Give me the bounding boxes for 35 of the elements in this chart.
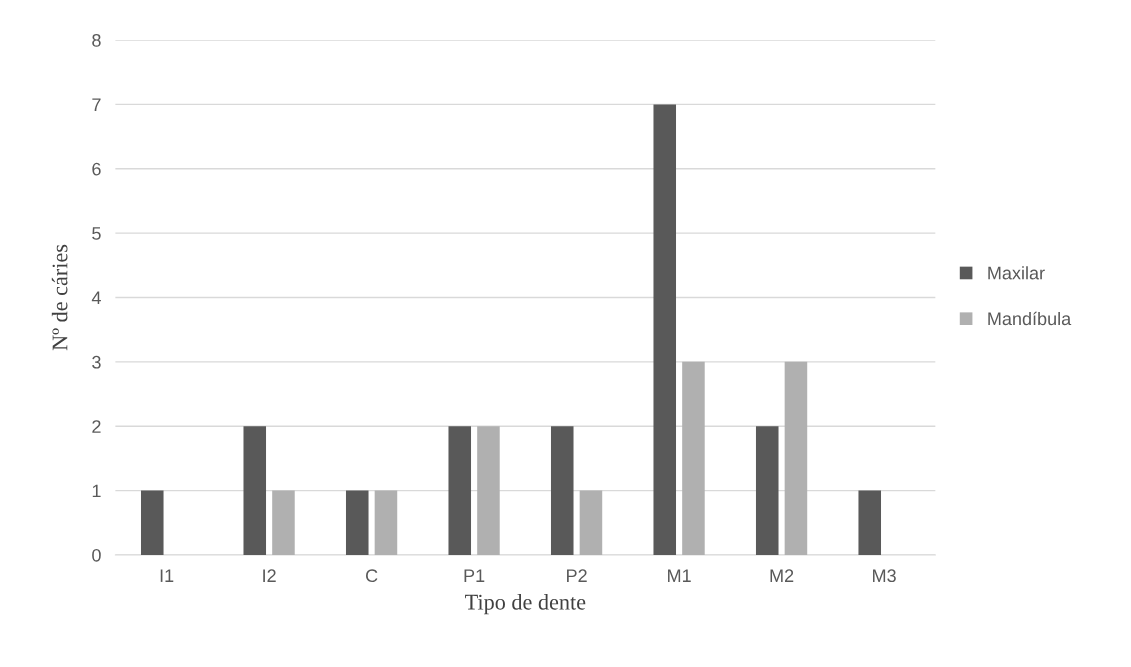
x-tick-label: I1 xyxy=(160,569,174,582)
x-tick-label: M2 xyxy=(770,569,794,582)
bar xyxy=(477,426,500,555)
bar xyxy=(579,490,603,555)
bar xyxy=(374,490,398,555)
bar xyxy=(755,426,779,555)
y-tick-label: 3 xyxy=(92,355,101,369)
bar xyxy=(448,426,472,555)
bar xyxy=(682,361,705,555)
y-tick-label: 4 xyxy=(91,291,101,305)
x-tick-label: P2 xyxy=(567,569,587,582)
y-axis-title: Nº de cáries xyxy=(51,244,68,351)
y-tick-label: 6 xyxy=(92,162,101,176)
bar xyxy=(653,104,677,555)
x-tick-label: M1 xyxy=(668,569,691,582)
legend-label: Maxilar xyxy=(988,266,1045,280)
bar xyxy=(272,490,295,555)
x-tick-label: M3 xyxy=(873,569,896,583)
bar xyxy=(345,490,369,555)
y-tick-label: 5 xyxy=(92,227,101,240)
y-tick-label: 1 xyxy=(92,484,101,498)
y-tick-label: 8 xyxy=(92,33,101,47)
bar xyxy=(140,490,164,555)
bar xyxy=(550,426,574,555)
x-tick-label: P1 xyxy=(464,569,485,582)
bar xyxy=(243,426,267,555)
y-tick-label: 2 xyxy=(92,420,101,433)
legend-label: Mandíbula xyxy=(988,311,1072,326)
bar xyxy=(784,361,808,555)
y-tick-label: 7 xyxy=(92,98,101,111)
x-tick-label: I2 xyxy=(263,569,276,582)
y-tick-label: 0 xyxy=(92,548,101,562)
x-tick-label: C xyxy=(366,569,378,583)
x-axis-title: Tipo de dente xyxy=(465,594,586,615)
bar xyxy=(858,490,882,555)
